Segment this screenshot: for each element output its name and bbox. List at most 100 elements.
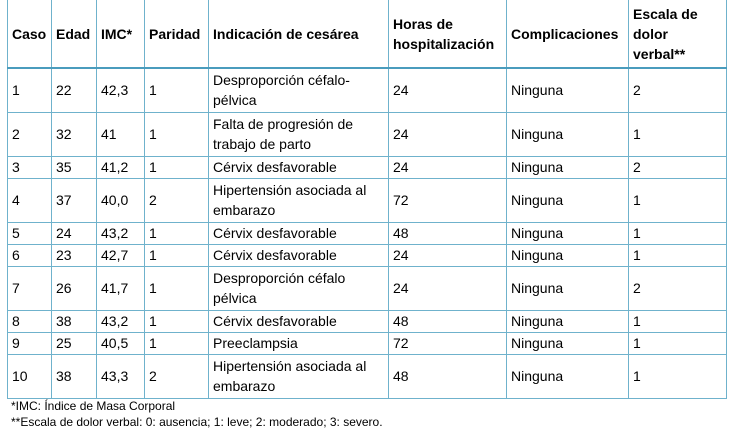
cell-edad: 26 (51, 265, 97, 311)
cell-complicaciones: Ninguna (506, 111, 629, 157)
cell-escala-dolor: 2 (628, 155, 727, 179)
cell-indicacion: Hipertensión asociada al embarazo (208, 353, 389, 399)
cell-caso: 9 (7, 331, 52, 355)
cell-escala-dolor: 1 (628, 111, 727, 157)
cell-indicacion: Desproporción céfalo pélvica (208, 265, 389, 311)
cell-horas: 24 (388, 265, 507, 311)
table-footnotes: *IMC: Índice de Masa Corporal **Escala d… (11, 398, 383, 430)
cell-complicaciones: Ninguna (506, 309, 629, 333)
cell-paridad: 1 (144, 111, 209, 157)
cell-edad: 38 (51, 309, 97, 333)
cell-escala-dolor: 1 (628, 331, 727, 355)
cell-escala-dolor: 1 (628, 309, 727, 333)
cell-escala-dolor: 2 (628, 265, 727, 311)
cell-caso: 10 (7, 353, 52, 399)
cell-caso: 3 (7, 155, 52, 179)
cell-complicaciones: Ninguna (506, 353, 629, 399)
cell-escala-dolor: 1 (628, 353, 727, 399)
cell-paridad: 1 (144, 155, 209, 179)
cell-paridad: 1 (144, 309, 209, 333)
cell-horas: 72 (388, 177, 507, 223)
cell-indicacion: Cérvix desfavorable (208, 243, 389, 267)
cell-indicacion: Cérvix desfavorable (208, 155, 389, 179)
cell-caso: 4 (7, 177, 52, 223)
cell-complicaciones: Ninguna (506, 331, 629, 355)
table-row: 9 25 40,5 1 Preeclampsia 72 Ninguna 1 (7, 331, 727, 355)
cell-indicacion: Cérvix desfavorable (208, 221, 389, 245)
cell-edad: 25 (51, 331, 97, 355)
cell-imc: 43,2 (96, 221, 145, 245)
cell-imc: 41,2 (96, 155, 145, 179)
cell-imc: 41,7 (96, 265, 145, 311)
table-row: 4 37 40,0 2 Hipertensión asociada al emb… (7, 177, 727, 223)
table-row: 5 24 43,2 1 Cérvix desfavorable 48 Ningu… (7, 221, 727, 245)
cell-escala-dolor: 2 (628, 67, 727, 113)
cell-imc: 42,3 (96, 67, 145, 113)
table-row: 10 38 43,3 2 Hipertensión asociada al em… (7, 353, 727, 399)
cell-paridad: 1 (144, 67, 209, 113)
table-header-row: Caso Edad IMC* Paridad Indicación de ces… (7, 0, 727, 69)
cell-caso: 7 (7, 265, 52, 311)
header-complicaciones: Complicaciones (506, 0, 629, 69)
cell-paridad: 1 (144, 221, 209, 245)
footnote-imc: *IMC: Índice de Masa Corporal (11, 399, 176, 413)
cell-edad: 37 (51, 177, 97, 223)
cell-indicacion: Falta de progresión de trabajo de parto (208, 111, 389, 157)
cell-edad: 23 (51, 243, 97, 267)
header-caso: Caso (7, 0, 52, 69)
cell-edad: 22 (51, 67, 97, 113)
cell-imc: 42,7 (96, 243, 145, 267)
cell-indicacion: Cérvix desfavorable (208, 309, 389, 333)
cases-table: Caso Edad IMC* Paridad Indicación de ces… (7, 0, 727, 399)
cell-complicaciones: Ninguna (506, 67, 629, 113)
cell-horas: 72 (388, 331, 507, 355)
cell-complicaciones: Ninguna (506, 243, 629, 267)
cell-caso: 5 (7, 221, 52, 245)
cell-imc: 43,3 (96, 353, 145, 399)
footnote-pain-scale: **Escala de dolor verbal: 0: ausencia; 1… (11, 415, 383, 429)
cell-horas: 48 (388, 309, 507, 333)
cell-paridad: 2 (144, 353, 209, 399)
cell-edad: 32 (51, 111, 97, 157)
cell-paridad: 1 (144, 331, 209, 355)
cell-imc: 41 (96, 111, 145, 157)
cell-escala-dolor: 1 (628, 221, 727, 245)
cell-escala-dolor: 1 (628, 243, 727, 267)
cell-indicacion: Hipertensión asociada al embarazo (208, 177, 389, 223)
table-row: 3 35 41,2 1 Cérvix desfavorable 24 Ningu… (7, 155, 727, 179)
cell-horas: 24 (388, 155, 507, 179)
table-row: 6 23 42,7 1 Cérvix desfavorable 24 Ningu… (7, 243, 727, 267)
cell-horas: 24 (388, 67, 507, 113)
table-row: 1 22 42,3 1 Desproporción céfalo-pélvica… (7, 67, 727, 113)
cell-horas: 48 (388, 221, 507, 245)
cell-indicacion: Preeclampsia (208, 331, 389, 355)
cell-escala-dolor: 1 (628, 177, 727, 223)
cell-paridad: 2 (144, 177, 209, 223)
cell-complicaciones: Ninguna (506, 155, 629, 179)
cell-complicaciones: Ninguna (506, 221, 629, 245)
cell-complicaciones: Ninguna (506, 265, 629, 311)
cell-imc: 43,2 (96, 309, 145, 333)
cell-imc: 40,0 (96, 177, 145, 223)
cell-paridad: 1 (144, 243, 209, 267)
header-edad: Edad (51, 0, 97, 69)
table-row: 8 38 43,2 1 Cérvix desfavorable 48 Ningu… (7, 309, 727, 333)
cell-caso: 2 (7, 111, 52, 157)
table-row: 7 26 41,7 1 Desproporción céfalo pélvica… (7, 265, 727, 311)
cell-edad: 24 (51, 221, 97, 245)
cell-caso: 1 (7, 67, 52, 113)
cell-indicacion: Desproporción céfalo-pélvica (208, 67, 389, 113)
cell-caso: 8 (7, 309, 52, 333)
cell-horas: 24 (388, 111, 507, 157)
header-escala-dolor: Escala de dolor verbal** (628, 0, 727, 69)
header-indicacion: Indicación de cesárea (208, 0, 389, 69)
table-row: 2 32 41 1 Falta de progresión de trabajo… (7, 111, 727, 157)
cell-complicaciones: Ninguna (506, 177, 629, 223)
cell-edad: 38 (51, 353, 97, 399)
cell-caso: 6 (7, 243, 52, 267)
cell-edad: 35 (51, 155, 97, 179)
header-imc: IMC* (96, 0, 145, 69)
header-horas: Horas de hospitalización (388, 0, 507, 69)
cell-horas: 48 (388, 353, 507, 399)
